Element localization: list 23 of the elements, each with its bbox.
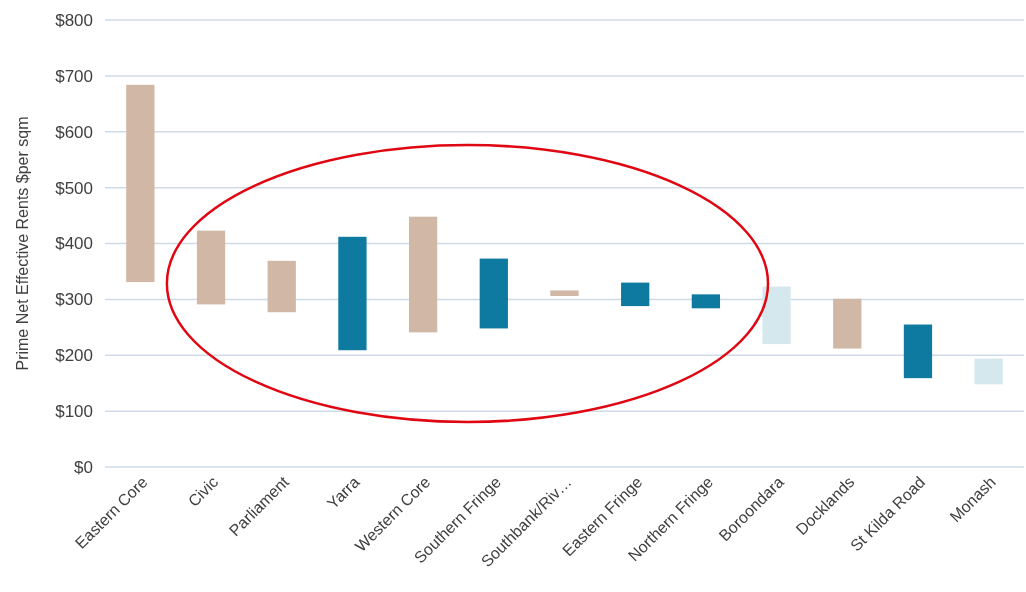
bar (338, 236, 367, 351)
bar (621, 282, 650, 307)
bar (833, 298, 862, 349)
bar (126, 84, 155, 283)
y-axis-title: Prime Net Effective Rents $per sqm (14, 116, 31, 371)
bar (550, 290, 579, 297)
y-tick-label: $400 (55, 234, 93, 254)
y-tick-label: $500 (55, 178, 93, 198)
y-tick-label: $200 (55, 346, 93, 366)
y-tick-label: $800 (55, 10, 93, 30)
bar (479, 258, 508, 329)
bar (408, 216, 438, 333)
y-tick-label: $300 (55, 290, 93, 310)
bar (267, 260, 296, 313)
y-tick-label: $100 (55, 402, 93, 422)
bar (762, 286, 791, 345)
bar (974, 358, 1003, 385)
bar (196, 230, 226, 305)
y-tick-label: $600 (55, 122, 93, 142)
bar (691, 294, 721, 309)
y-tick-label: $0 (74, 457, 93, 477)
bar (903, 324, 933, 379)
y-tick-label: $700 (55, 66, 93, 86)
